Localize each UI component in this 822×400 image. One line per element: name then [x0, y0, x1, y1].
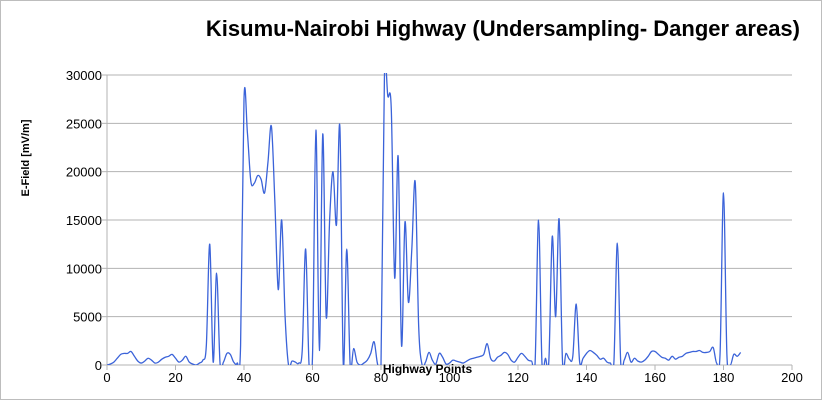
y-tick-label: 25000 [66, 116, 102, 131]
y-tick-label: 15000 [66, 213, 102, 228]
y-tick-label: 30000 [66, 68, 102, 83]
x-axis-label: Highway Points [383, 362, 473, 376]
grid-lines [107, 74, 792, 318]
y-tick-label: 20000 [66, 165, 102, 180]
x-tick-label: 60 [305, 370, 319, 385]
y-tick-label: 10000 [66, 261, 102, 276]
x-tick-label: 160 [644, 370, 666, 385]
y-tick-label: 0 [95, 358, 102, 373]
x-tick-label: 180 [713, 370, 735, 385]
y-tick-labels: 0 5000 10000 15000 20000 25000 30000 [66, 68, 102, 373]
series-line [107, 73, 742, 365]
x-tick-label: 100 [439, 370, 461, 385]
x-tick-labels: 0 20 40 60 80 100 120 140 160 180 200 [103, 370, 802, 385]
x-tick-label: 20 [168, 370, 182, 385]
x-tick-label: 40 [237, 370, 251, 385]
series-layer [107, 73, 742, 365]
chart-title: Kisumu-Nairobi Highway (Undersampling- D… [205, 16, 800, 41]
x-tick-label: 200 [781, 370, 803, 385]
axes [102, 74, 793, 370]
y-tick-label: 5000 [73, 310, 102, 325]
x-tick-label: 80 [374, 370, 388, 385]
x-tick-label: 140 [576, 370, 598, 385]
x-tick-label: 0 [103, 370, 110, 385]
x-tick-label: 120 [507, 370, 529, 385]
